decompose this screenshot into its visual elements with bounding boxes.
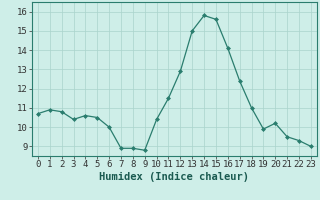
X-axis label: Humidex (Indice chaleur): Humidex (Indice chaleur) bbox=[100, 172, 249, 182]
